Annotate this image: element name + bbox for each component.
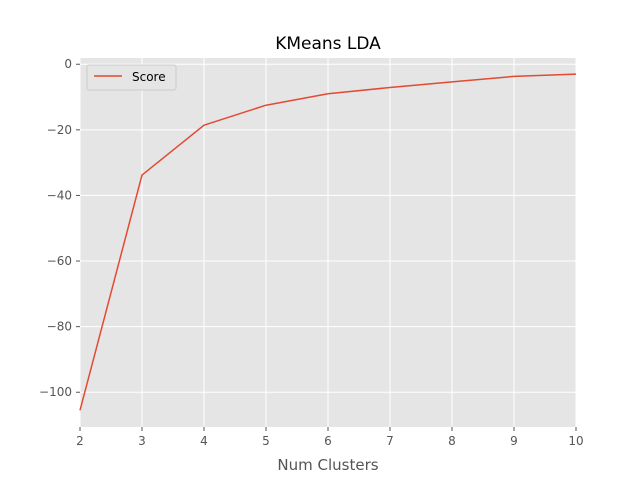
y-tick-label: −60 xyxy=(47,254,72,268)
x-tick-label: 3 xyxy=(138,434,146,448)
legend-label-score: Score xyxy=(132,70,166,84)
y-tick-label: 0 xyxy=(64,57,72,71)
x-tick-label: 7 xyxy=(386,434,394,448)
x-tick-label: 8 xyxy=(448,434,456,448)
grid xyxy=(79,58,577,427)
y-tick-label: −100 xyxy=(39,385,72,399)
y-tick-label: −40 xyxy=(47,188,72,202)
x-tick-label: 2 xyxy=(76,434,84,448)
x-tick-label: 6 xyxy=(324,434,332,448)
x-tick-label: 4 xyxy=(200,434,208,448)
legend-box xyxy=(86,64,177,91)
legend: Score xyxy=(86,64,177,91)
y-tick-label: −20 xyxy=(47,123,72,137)
x-tick-label: 5 xyxy=(262,434,270,448)
chart-title: KMeans LDA xyxy=(275,34,381,54)
x-tick-label: 10 xyxy=(568,434,583,448)
tick-labels: 2 3 4 5 6 7 8 9 10 −100 −80 −60 −40 −20 0 xyxy=(39,57,584,448)
x-tick-label: 9 xyxy=(510,434,518,448)
y-tick-label: −80 xyxy=(47,320,72,334)
series-line-score xyxy=(79,73,577,411)
x-axis-label: Num Clusters xyxy=(277,456,378,474)
